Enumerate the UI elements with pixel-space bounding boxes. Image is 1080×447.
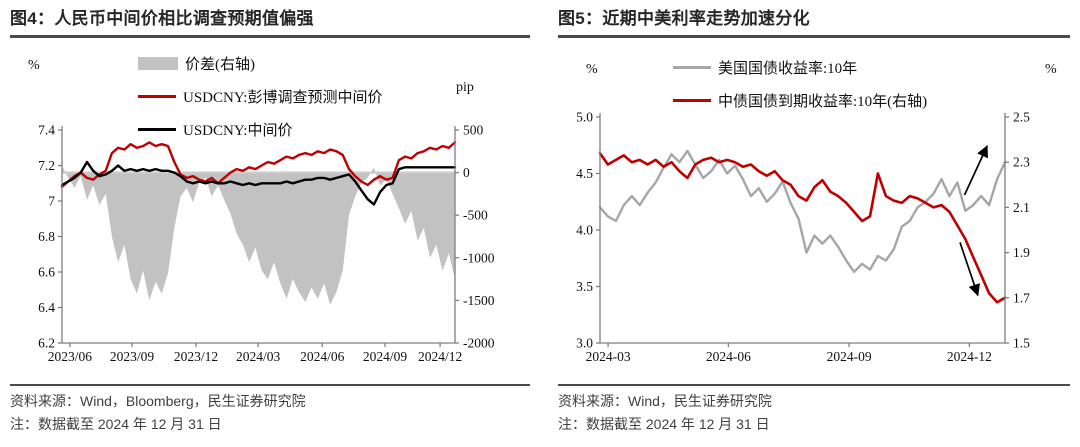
x-tick-label: 2024/03 (236, 349, 281, 364)
legend-item-spread: 价差(右轴) (138, 52, 382, 74)
x-tick-label: 2024-09 (827, 349, 872, 364)
legend-label: 价差(右轴) (185, 56, 255, 73)
figure4-chart: % pip 价差(右轴) USDCNY:彭博调查预测中间价 USDCNY:中间价… (10, 38, 530, 384)
figure5-title: 图5：近期中美利率走势加速分化 (558, 8, 1070, 38)
y-right-tick-label: -2000 (463, 336, 495, 351)
series-line-1 (60, 141, 457, 189)
gray-line-swatch-icon (673, 65, 711, 69)
y-right-tick-label: 1.5 (1013, 336, 1030, 351)
red-line-swatch-icon (138, 94, 176, 98)
y-left-tick-label: 6.8 (38, 229, 55, 244)
figure5-chart: % % 美国国债收益率:10年 中债国债到期收益率:10年(右轴) 5.0 4.5… (558, 38, 1070, 384)
x-tick-label: 2024-03 (586, 349, 631, 364)
legend-label: USDCNY:彭博调查预测中间价 (183, 89, 383, 106)
y-left-tick-label: 3.5 (576, 279, 593, 294)
x-tick-label: 2024/06 (300, 349, 345, 364)
y-left-tick-label: 4.0 (576, 223, 593, 238)
x-tick-label: 2023/12 (174, 349, 218, 364)
y-right-tick-label: -500 (463, 208, 488, 223)
figure4-note: 注：数据截至 2024 年 12 月 31 日 (10, 416, 222, 432)
trend-arrow-up (963, 145, 988, 196)
trend-arrow-down (959, 242, 981, 297)
figure4-panel: 图4：人民币中间价相比调查预期值偏强 % pip 价差(右轴) USDCNY:彭… (0, 0, 540, 434)
y-left-tick-label: 7 (48, 194, 55, 209)
legend-label: USDCNY:中间价 (183, 122, 293, 139)
y-left-tick-label: 5.0 (576, 110, 593, 125)
legend-label: 中债国债到期收益率:10年(右轴) (718, 93, 928, 110)
x-tick-label: 2024/09 (363, 349, 408, 364)
y-right-tick-label: 1.7 (1013, 290, 1030, 305)
y-left-tick-label: 6.4 (38, 300, 55, 315)
series-line-1 (598, 151, 1007, 304)
area-swatch-icon (138, 56, 178, 70)
y-right-tick-label: 2.3 (1013, 155, 1030, 170)
red-line-swatch-icon (673, 98, 711, 102)
figure5-chart-svg: 5.0 4.5 4.0 3.5 3.0 2.5 2.3 2.1 1.9 1.7 1.5 2024-03… (576, 110, 1030, 365)
x-tick-label: 2024-06 (706, 349, 751, 364)
x-tick-label: 2024/12 (418, 349, 462, 364)
figure4-footer-divider (10, 384, 530, 386)
y-right-tick-label: -1000 (463, 250, 495, 265)
legend-item-us10y: 美国国债收益率:10年 (673, 56, 927, 78)
y-right-tick-label: -1500 (463, 293, 495, 308)
black-line-swatch-icon (138, 127, 176, 131)
y-left-tick-label: 4.5 (576, 166, 593, 181)
figure5-source: 资料来源：Wind，民生证券研究院 (558, 393, 772, 409)
figure5-left-axis-unit: % (586, 62, 598, 77)
figure4-right-axis-unit: pip (456, 80, 474, 95)
y-right-tick-label: 500 (463, 123, 484, 138)
report-figures-row: 图4：人民币中间价相比调查预期值偏强 % pip 价差(右轴) USDCNY:彭… (0, 0, 1080, 434)
figure5-legend: 美国国债收益率:10年 中债国债到期收益率:10年(右轴) (673, 56, 927, 122)
y-left-tick-label: 6.2 (38, 336, 55, 351)
legend-label: 美国国债收益率:10年 (718, 60, 858, 77)
figure5-footer-divider (558, 384, 1070, 386)
legend-item-forecast: USDCNY:彭博调查预测中间价 (138, 85, 382, 107)
y-right-tick-label: 0 (463, 165, 470, 180)
figure5-note: 注：数据截至 2024 年 12 月 31 日 (558, 416, 770, 432)
x-tick-label: 2024-12 (947, 349, 992, 364)
y-left-tick-label: 3.0 (576, 336, 593, 351)
figure5-panel: 图5：近期中美利率走势加速分化 % % 美国国债收益率:10年 中债国债到期收益… (540, 0, 1080, 434)
series-line-2 (60, 160, 457, 206)
x-tick-label: 2023/09 (110, 349, 155, 364)
series-area-0 (62, 165, 455, 305)
figure4-legend: 价差(右轴) USDCNY:彭博调查预测中间价 USDCNY:中间价 (138, 52, 382, 151)
legend-item-cn10y: 中债国债到期收益率:10年(右轴) (673, 89, 927, 111)
figure5-right-axis-unit: % (1045, 62, 1057, 77)
figure4-left-axis-unit: % (28, 58, 40, 73)
y-right-tick-label: 2.1 (1013, 200, 1030, 215)
y-left-tick-label: 7.2 (38, 158, 55, 173)
y-left-tick-label: 7.4 (38, 123, 55, 138)
y-right-tick-label: 2.5 (1013, 110, 1030, 125)
figure4-title: 图4：人民币中间价相比调查预期值偏强 (10, 8, 530, 38)
figure4-chart-svg: 7.4 7.2 7 6.8 6.6 6.4 6.2 500 0 -500 -1000 -1500 -20… (38, 123, 495, 365)
x-tick-label: 2023/06 (48, 349, 93, 364)
series-line-0 (598, 149, 1007, 274)
legend-item-fixing: USDCNY:中间价 (138, 118, 382, 140)
y-left-tick-label: 6.6 (38, 265, 55, 280)
figure4-source: 资料来源：Wind，Bloomberg，民生证券研究院 (10, 393, 306, 409)
y-right-tick-label: 1.9 (1013, 245, 1030, 260)
